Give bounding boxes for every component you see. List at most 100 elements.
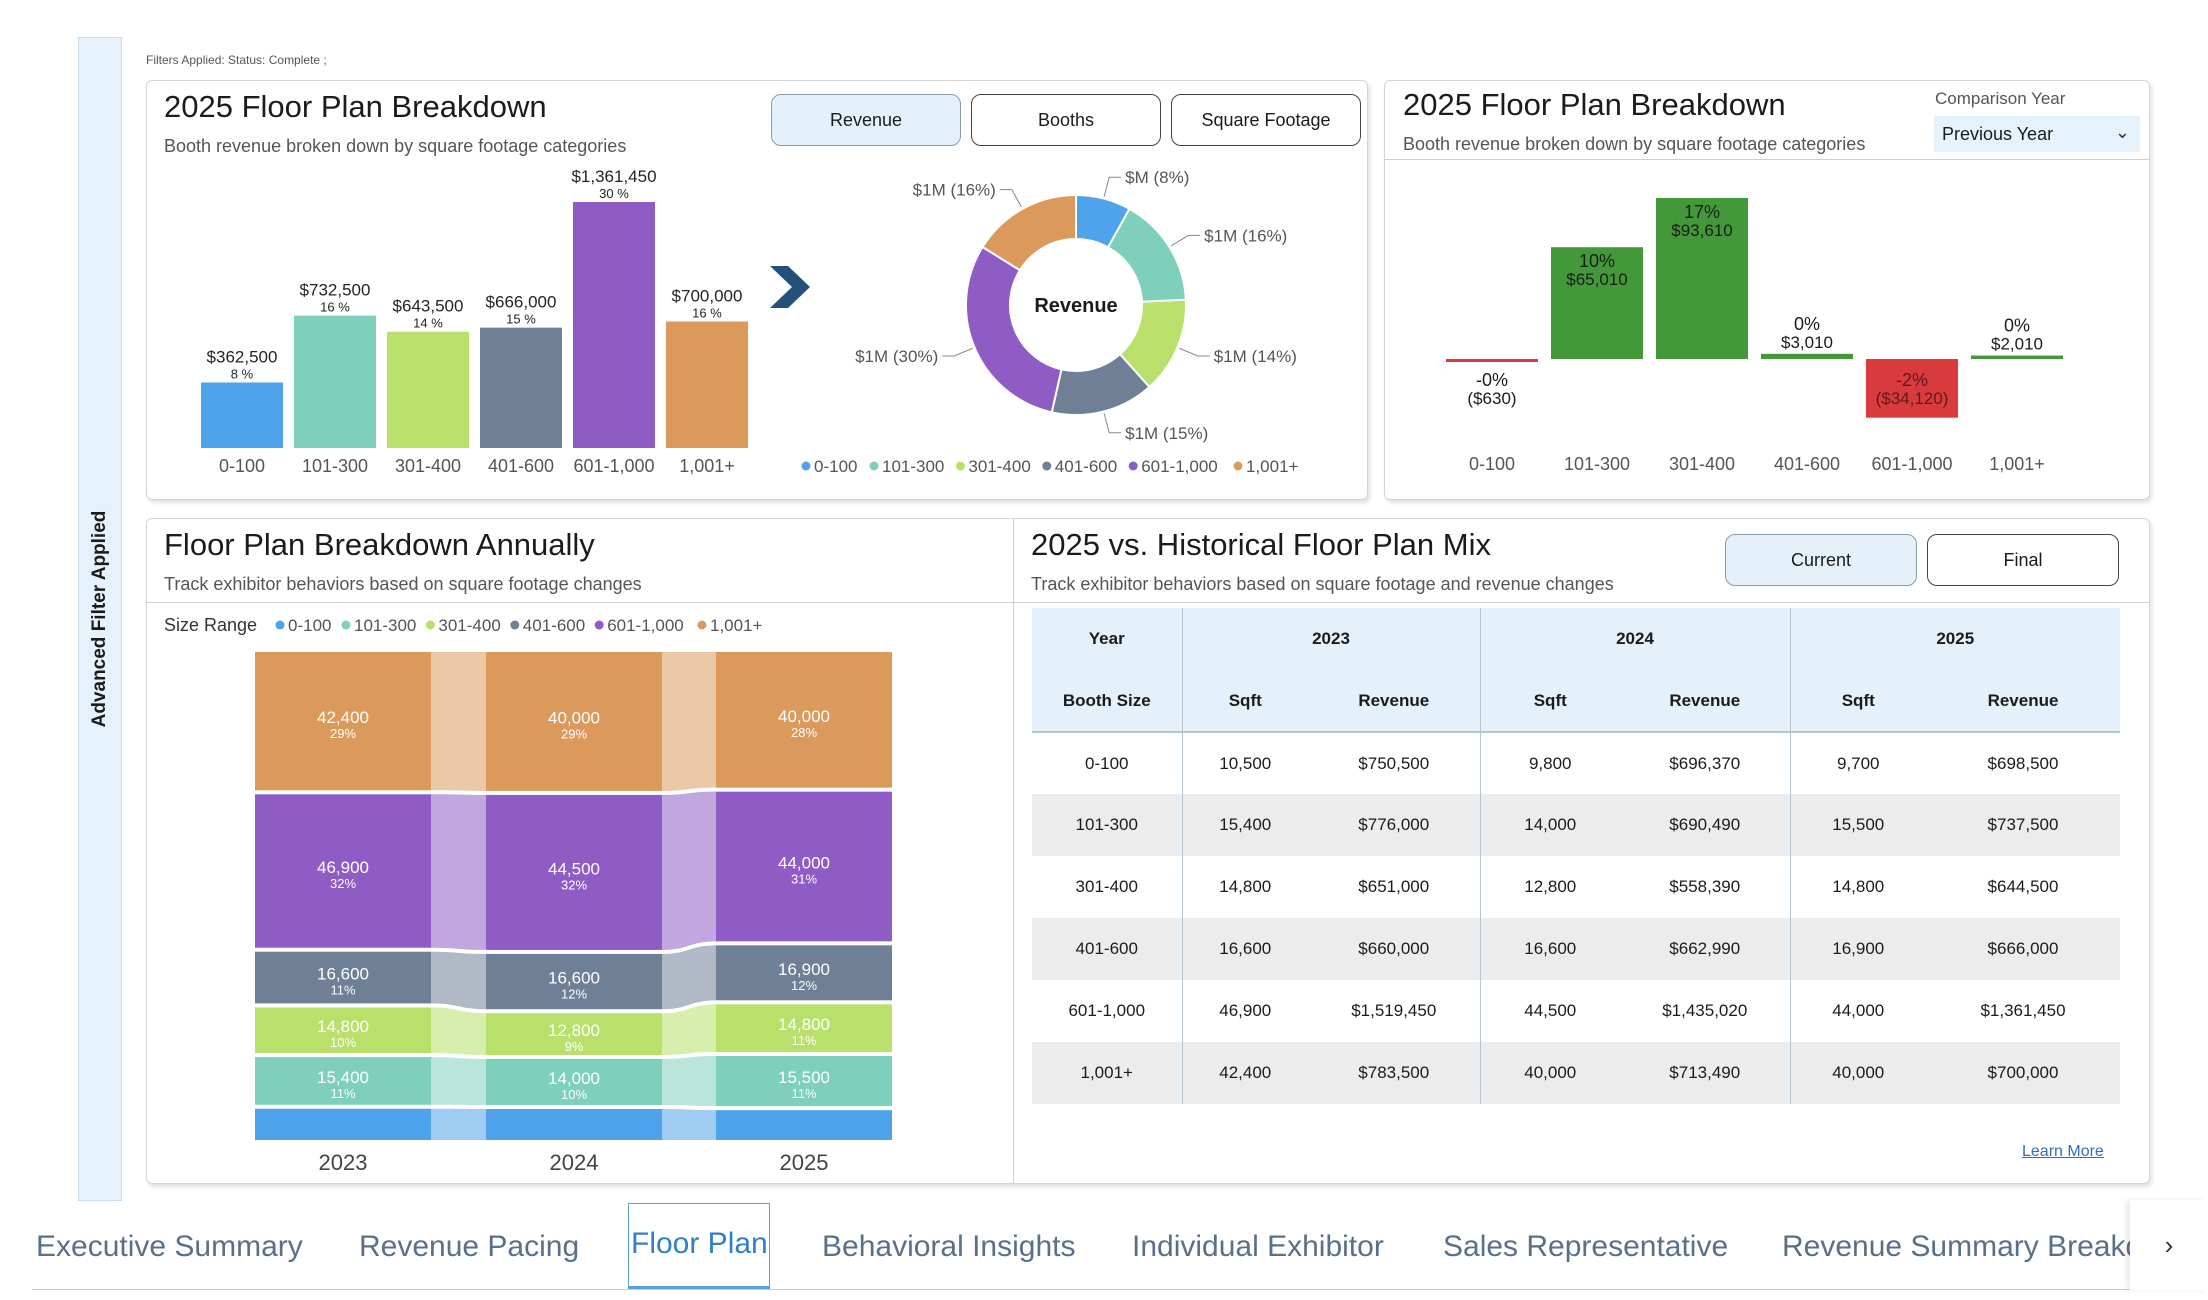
revenue-bar-value-label: $700,000	[672, 287, 743, 306]
revenue-bar-1,001+[interactable]	[666, 321, 748, 448]
change-bar-601-1,000[interactable]	[1866, 359, 1958, 418]
stack-segment-601-1,000-2024[interactable]	[486, 794, 662, 950]
stack-segment-101-300-2025[interactable]	[716, 1056, 892, 1107]
donut-leader-line	[1170, 234, 1201, 247]
stack-legend-label[interactable]: 1,001+	[710, 616, 763, 635]
table-cell: 44,500	[1479, 980, 1620, 1042]
stack-legend-label[interactable]: 401-600	[523, 616, 585, 635]
stack-segment-601-1,000-2025[interactable]	[716, 791, 892, 942]
change-bar-1,001+[interactable]	[1971, 355, 2063, 359]
table-row[interactable]: 601-1,000 46,900 $1,519,450 44,500 $1,435,02…	[1032, 980, 2120, 1042]
filters-applied-text: Filters Applied: Status: Complete ;	[146, 53, 327, 67]
revenue-bar-pct-label: 15 %	[506, 312, 536, 327]
page-tabs: Executive Summary Revenue Pacing Floor P…	[0, 1200, 2208, 1300]
stack-segment-101-300-2024[interactable]	[486, 1058, 662, 1105]
current-button[interactable]: Current	[1725, 534, 1917, 586]
stack-segment-value-label: 44,000	[778, 853, 830, 872]
stack-legend-label[interactable]: 301-400	[438, 616, 500, 635]
stack-segment-301-400-2023[interactable]	[255, 1007, 431, 1054]
next-arrow-icon[interactable]	[766, 262, 816, 312]
table-cell: $1,519,450	[1351, 1001, 1437, 1020]
tab-executive-summary[interactable]: Executive Summary	[36, 1230, 303, 1263]
revenue-bar-301-400[interactable]	[387, 331, 469, 448]
learn-more-link[interactable]: Learn More	[2022, 1143, 2104, 1160]
stack-segment-0-100-2025[interactable]	[716, 1110, 892, 1140]
stack-segment-401-600-2023[interactable]	[255, 951, 431, 1004]
table-cell: $690,490	[1620, 794, 1790, 856]
square-footage-button[interactable]: Square Footage	[1171, 94, 1361, 146]
table-row[interactable]: 401-600 16,600 $660,000 16,600 $662,990 16,90…	[1032, 918, 2120, 980]
change-bar-pct-label: -0%	[1476, 370, 1508, 390]
sqft-2025-header: Sqft	[1789, 670, 1926, 733]
stack-legend-label[interactable]: 0-100	[288, 616, 331, 635]
stack-segment-1,001+-2025[interactable]	[716, 652, 892, 788]
revenue-button[interactable]: Revenue	[771, 94, 961, 146]
stack-segment-pct-label: 10%	[330, 1035, 356, 1050]
donut-legend-label[interactable]: 0-100	[814, 457, 857, 476]
tab-behavioral-insights[interactable]: Behavioral Insights	[822, 1230, 1076, 1263]
stack-legend-title: Size Range	[164, 615, 257, 635]
stack-segment-pct-label: 11%	[791, 1033, 816, 1048]
table-row[interactable]: 101-300 15,400 $776,000 14,000 $690,490 15,50…	[1032, 794, 2120, 856]
table-cell: $644,500	[1987, 877, 2059, 896]
booths-button[interactable]: Booths	[971, 94, 1161, 146]
tab-individual-exhibitor[interactable]: Individual Exhibitor	[1132, 1230, 1384, 1263]
stack-legend-label[interactable]: 101-300	[354, 616, 416, 635]
stack-segment-pct-label: 11%	[330, 983, 355, 998]
tab-revenue-pacing[interactable]: Revenue Pacing	[359, 1230, 580, 1263]
table-row[interactable]: 0-100 10,500 $750,500 9,800 $696,370 9,700 $69…	[1032, 732, 2120, 794]
tab-floor-plan[interactable]: Floor Plan	[631, 1227, 768, 1260]
revenue-bar-101-300[interactable]	[294, 315, 376, 448]
donut-slice-601-1,000[interactable]	[965, 245, 1063, 414]
change-bar-101-300[interactable]	[1551, 247, 1643, 359]
comparison-year-dropdown[interactable]: Previous Year ⌄	[1934, 116, 2140, 152]
change-bar-0-100[interactable]	[1446, 359, 1538, 362]
table-cell: 1,001+	[1032, 1042, 1182, 1104]
donut-legend-label[interactable]: 401-600	[1055, 457, 1117, 476]
stack-segment-1,001+-2024[interactable]	[486, 652, 662, 791]
stack-segment-301-400-2024[interactable]	[486, 1013, 662, 1055]
change-bar-401-600[interactable]	[1761, 353, 1853, 359]
stack-x-tick-label: 2025	[780, 1150, 829, 1175]
tab-sales-representative[interactable]: Sales Representative	[1443, 1230, 1729, 1263]
booth-size-header: Booth Size	[1032, 670, 1182, 733]
stack-segment-pct-label: 29%	[561, 726, 587, 741]
table-row[interactable]: 1,001+ 42,400 $783,500 40,000 $713,490 40,000…	[1032, 1042, 2120, 1104]
change-bar-pct-label: -2%	[1896, 370, 1928, 390]
stack-segment-401-600-2024[interactable]	[486, 953, 662, 1010]
table-cell: 101-300	[1032, 794, 1182, 856]
stack-segment-0-100-2024[interactable]	[486, 1108, 662, 1140]
revenue-bar-value-label: $362,500	[207, 348, 278, 367]
donut-slice-1,001+[interactable]	[981, 193, 1077, 272]
stack-segment-101-300-2023[interactable]	[255, 1057, 431, 1105]
table-cell: 42,400	[1181, 1042, 1308, 1104]
donut-legend-label[interactable]: 601-1,000	[1141, 457, 1218, 476]
stack-legend-label[interactable]: 601-1,000	[607, 616, 684, 635]
change-bar-pct-label: 0%	[1794, 314, 1820, 334]
tab-revenue-summary-breakdown[interactable]: Revenue Summary Breakd	[1782, 1230, 2143, 1263]
final-button[interactable]: Final	[1927, 534, 2119, 586]
donut-legend-label[interactable]: 1,001+	[1246, 457, 1299, 476]
change-bar-pct-label: 17%	[1684, 202, 1720, 222]
advanced-filter-panel[interactable]: Advanced Filter Applied	[78, 37, 122, 1201]
stack-segment-601-1,000-2023[interactable]	[255, 794, 431, 948]
revenue-bar-0-100[interactable]	[201, 382, 283, 449]
stack-segment-0-100-2023[interactable]	[255, 1108, 431, 1140]
stack-ribbon-0-100	[662, 1108, 716, 1140]
donut-slice-label: $1M (15%)	[1125, 424, 1208, 443]
tabs-scroll-right-icon[interactable]: ›	[2130, 1200, 2208, 1290]
revenue-bar-601-1,000[interactable]	[573, 202, 655, 448]
stack-segment-401-600-2025[interactable]	[716, 945, 892, 1001]
revenue-bar-401-600[interactable]	[480, 327, 562, 448]
donut-legend-label[interactable]: 101-300	[882, 457, 944, 476]
card2-title: 2025 Floor Plan Breakdown	[1403, 87, 1786, 122]
donut-leader-line	[1179, 347, 1210, 357]
revenue-bar-value-label: $666,000	[486, 293, 557, 312]
change-bar-301-400[interactable]	[1656, 198, 1748, 359]
donut-legend-label[interactable]: 301-400	[968, 457, 1030, 476]
table-cell: 14,800	[1789, 856, 1926, 918]
card3-title: Floor Plan Breakdown Annually	[164, 527, 595, 562]
table-row[interactable]: 301-400 14,800 $651,000 12,800 $558,390 14,80…	[1032, 856, 2120, 918]
stack-segment-301-400-2025[interactable]	[716, 1004, 892, 1053]
stack-segment-1,001+-2023[interactable]	[255, 652, 431, 791]
